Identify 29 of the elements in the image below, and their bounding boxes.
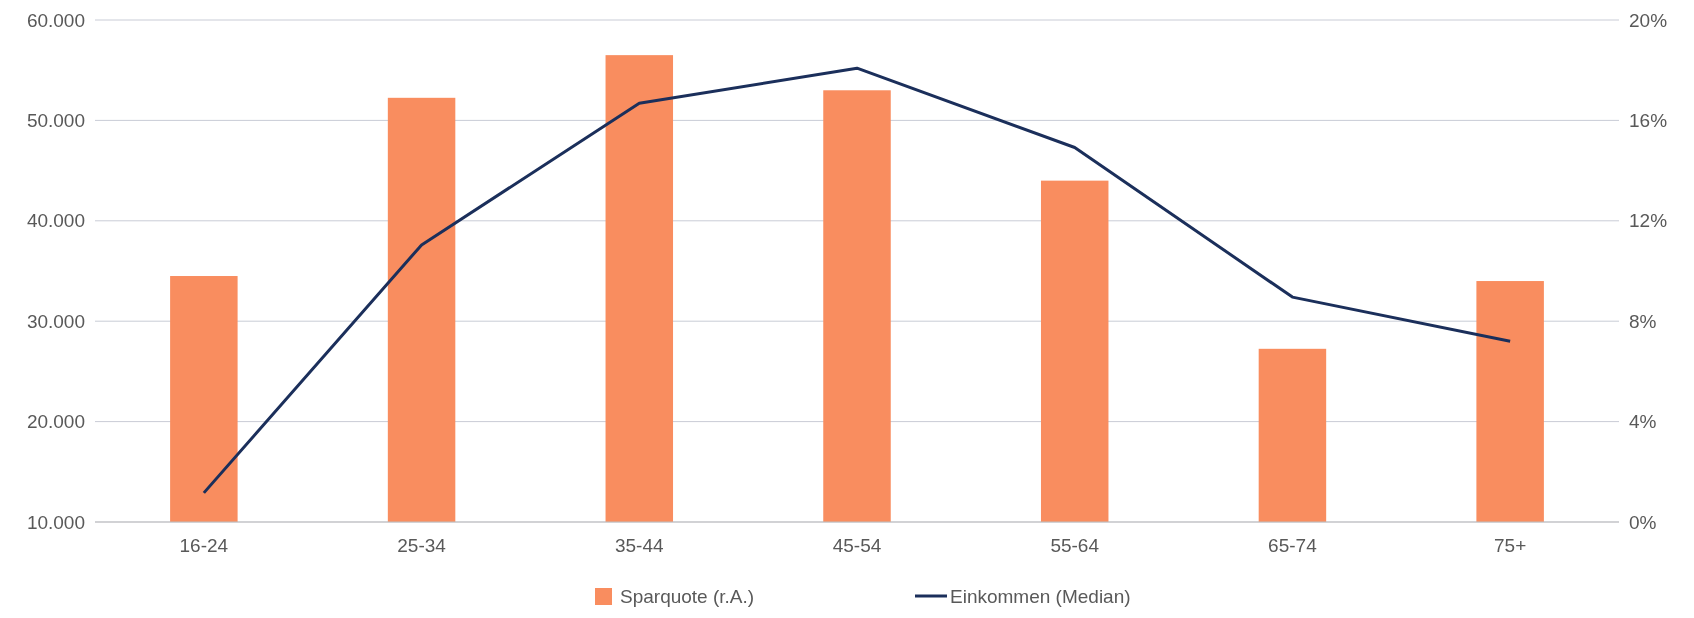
y2-tick-label: 8%	[1629, 310, 1657, 332]
bar	[1258, 348, 1327, 522]
y-tick-label: 20.000	[26, 411, 85, 433]
y-tick-label: 50.000	[26, 110, 85, 132]
bar	[1040, 180, 1109, 522]
bar	[170, 276, 238, 522]
y-tick-label: 40.000	[26, 210, 85, 232]
bar	[1476, 281, 1544, 522]
legend-label: Einkommen (Median)	[950, 585, 1131, 607]
bar	[387, 97, 456, 522]
y2-tick-label: 16%	[1629, 110, 1668, 132]
y2-tick-label: 0%	[1629, 511, 1657, 533]
y-tick-label: 30.000	[26, 310, 85, 332]
y-tick-label: 10.000	[26, 511, 85, 533]
line-series	[202, 66, 1512, 495]
x-tick-label: 45-54	[832, 535, 882, 556]
x-tick-label: 55-64	[1050, 535, 1100, 556]
x-tick-label: 35-44	[614, 535, 665, 556]
x-tick-label: 25-34	[397, 535, 447, 556]
y2-tick-label: 4%	[1629, 411, 1657, 433]
y2-tick-label: 12%	[1629, 210, 1668, 232]
bar	[605, 55, 674, 522]
bar	[823, 90, 891, 522]
x-tick-label: 75+	[1494, 535, 1527, 556]
x-tick-label: 65-74	[1268, 535, 1318, 556]
x-tick-label: 16-24	[179, 535, 229, 556]
legend-label: Sparquote (r.A.)	[620, 585, 755, 607]
y2-tick-label: 20%	[1629, 9, 1668, 31]
y-tick-label: 60.000	[26, 9, 85, 31]
